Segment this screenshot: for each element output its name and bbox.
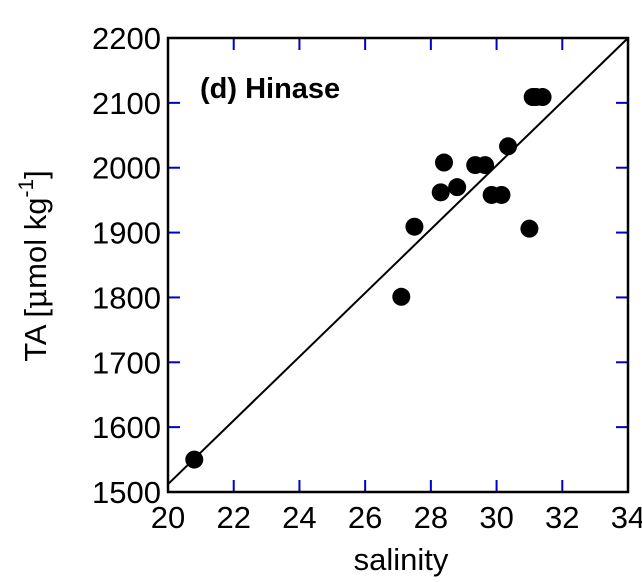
data-point-3 bbox=[431, 183, 450, 202]
x-tick-label-0: 20 bbox=[151, 500, 185, 535]
data-point-1 bbox=[392, 287, 411, 306]
y-tick-label-4: 1900 bbox=[92, 216, 161, 251]
data-point-2 bbox=[405, 217, 424, 236]
data-point-4 bbox=[435, 153, 453, 172]
y-tick-labels: 1500 1600 1700 1800 1900 2000 2100 2200 bbox=[92, 21, 161, 510]
x-tick-label-6: 32 bbox=[545, 500, 579, 535]
y-axis-label-main: TA [ bbox=[18, 309, 53, 362]
y-tick-label-7: 2200 bbox=[92, 21, 161, 56]
fit-line bbox=[167, 37, 629, 485]
x-tick-label-5: 30 bbox=[479, 500, 513, 535]
x-tick-label-4: 28 bbox=[414, 500, 448, 535]
y-axis-label-sup: -1 bbox=[15, 179, 38, 198]
x-tick-label-3: 26 bbox=[348, 500, 382, 535]
x-tick-label-2: 24 bbox=[282, 500, 316, 535]
y-axis-label-unit: mol kg bbox=[18, 198, 53, 289]
data-point-7 bbox=[476, 156, 495, 175]
data-point-0 bbox=[185, 450, 204, 469]
data-point-14 bbox=[533, 88, 552, 107]
y-tick-label-5: 2000 bbox=[92, 151, 161, 186]
y-tick-label-3: 1800 bbox=[92, 280, 161, 315]
y-tick-label-1: 1600 bbox=[92, 410, 161, 445]
y-axis-label-close: ] bbox=[18, 170, 53, 179]
y-axis-label-mu: μ bbox=[18, 289, 54, 309]
data-point-5 bbox=[448, 178, 467, 197]
y-tick-label-2: 1700 bbox=[92, 345, 161, 380]
y-axis-label: TA [μmol kg-1] bbox=[15, 170, 54, 362]
data-point-9 bbox=[492, 185, 511, 204]
x-tick-labels: 20 22 24 26 28 30 32 34 bbox=[151, 500, 642, 535]
x-axis-label: salinity bbox=[354, 542, 449, 577]
x-tick-label-1: 22 bbox=[216, 500, 250, 535]
plot-frame bbox=[166, 36, 630, 494]
chart-title: (d) Hinase bbox=[200, 73, 340, 105]
y-tick-label-0: 1500 bbox=[92, 475, 161, 510]
x-tick-label-7: 34 bbox=[611, 500, 642, 535]
data-point-10 bbox=[499, 137, 518, 156]
data-points bbox=[185, 88, 552, 469]
y-tick-label-6: 2100 bbox=[92, 86, 161, 121]
data-point-11 bbox=[520, 219, 539, 238]
